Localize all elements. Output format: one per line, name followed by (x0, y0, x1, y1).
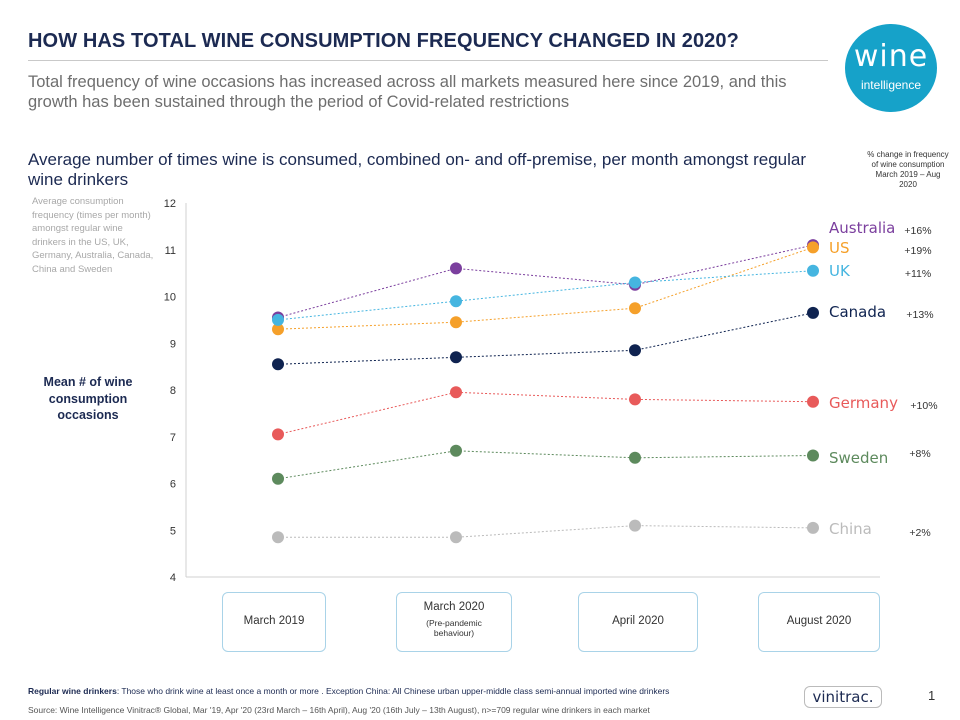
page-number: 1 (928, 688, 936, 703)
data-point-germany (272, 428, 284, 441)
y-tick-label: 9 (170, 338, 176, 350)
y-tick-label: 4 (170, 572, 176, 584)
series-line-canada (277, 312, 814, 365)
data-point-germany (629, 393, 641, 406)
data-point-canada (272, 358, 284, 371)
x-category-box: April 2020 (578, 592, 698, 652)
change-label-uk: +11% (905, 268, 931, 280)
y-axis-title: Mean # of wine consumption occasions (43, 375, 133, 422)
data-point-us (629, 302, 641, 315)
footnote-term: Regular wine drinkers (28, 686, 117, 696)
series-line-germany (277, 391, 814, 435)
data-point-china (629, 519, 641, 532)
percent-change-header: % change in frequency of wine consumptio… (867, 150, 949, 189)
logo-word: wine (853, 39, 929, 74)
series-label-canada: Canada (829, 303, 886, 321)
data-point-uk (629, 276, 641, 289)
change-label-sweden: +8% (909, 448, 930, 460)
page-subtitle: Total frequency of wine occasions has in… (28, 73, 787, 111)
y-tick-label: 12 (164, 198, 176, 210)
y-tick-label: 6 (170, 479, 176, 491)
data-point-sweden (807, 449, 819, 462)
data-point-uk (450, 295, 462, 308)
data-point-us (807, 241, 819, 254)
logo-subword: intelligence (860, 78, 922, 92)
data-point-australia (450, 262, 462, 275)
wine-intelligence-logo: wine intelligence (845, 24, 937, 112)
series-label-germany: Germany (829, 394, 898, 412)
footnote: Regular wine drinkers: Those who drink w… (28, 686, 669, 696)
source-note: Source: Wine Intelligence Vinitrac® Glob… (28, 705, 650, 715)
series-line-us (277, 246, 814, 330)
data-point-china (450, 531, 462, 544)
data-point-us (272, 323, 284, 336)
x-category-label: April 2020 (612, 615, 664, 627)
y-tick-label: 8 (170, 385, 176, 397)
data-point-germany (807, 395, 819, 408)
series-line-australia (277, 244, 814, 318)
data-point-canada (629, 344, 641, 357)
x-category-label: March 2019 (243, 615, 305, 627)
title-divider (28, 60, 828, 61)
series-line-uk (277, 270, 814, 321)
x-category-box: March 2020 (Pre-pandemic behaviour) (396, 592, 512, 652)
y-tick-label: 7 (170, 432, 176, 444)
vinitrac-logo: vinitrac. (804, 686, 882, 708)
x-category-box: August 2020 (758, 592, 880, 652)
series-label-us: US (829, 239, 850, 257)
series-label-sweden: Sweden (829, 449, 888, 467)
x-category-box: March 2019 (222, 592, 326, 652)
change-label-canada: +13% (906, 309, 933, 321)
chart-title: Average number of times wine is consumed… (28, 150, 806, 189)
data-point-canada (450, 351, 462, 364)
series-label-australia: Australia (829, 219, 895, 237)
data-point-uk (807, 264, 819, 277)
footnote-text: : Those who drink wine at least once a m… (116, 686, 670, 696)
y-tick-label: 5 (170, 525, 176, 537)
series-line-sweden (277, 450, 814, 480)
change-label-us: +19% (904, 245, 931, 257)
change-label-germany: +10% (910, 400, 937, 412)
data-point-uk (272, 313, 284, 326)
x-category-label: August 2020 (786, 615, 852, 627)
data-point-sweden (272, 472, 284, 485)
x-category-sublabel: (Pre-pandemic behaviour) (426, 618, 482, 638)
data-point-sweden (629, 451, 641, 464)
series-label-china: China (829, 520, 872, 538)
data-point-germany (450, 386, 462, 399)
data-point-china (272, 531, 284, 544)
data-point-canada (807, 306, 819, 319)
data-point-sweden (450, 444, 462, 457)
series-label-uk: UK (829, 262, 851, 280)
change-label-china: +2% (909, 527, 930, 539)
x-category-label: March 2020 (423, 601, 485, 613)
data-point-us (450, 316, 462, 329)
page-title: HOW HAS TOTAL WINE CONSUMPTION FREQUENCY… (28, 30, 739, 52)
y-tick-label: 11 (165, 245, 176, 257)
change-label-australia: +16% (904, 225, 931, 237)
series-line-china (278, 525, 814, 538)
y-tick-label: 10 (164, 292, 176, 304)
chart-note: Average consumption frequency (times per… (32, 196, 154, 275)
data-point-china (807, 521, 819, 534)
